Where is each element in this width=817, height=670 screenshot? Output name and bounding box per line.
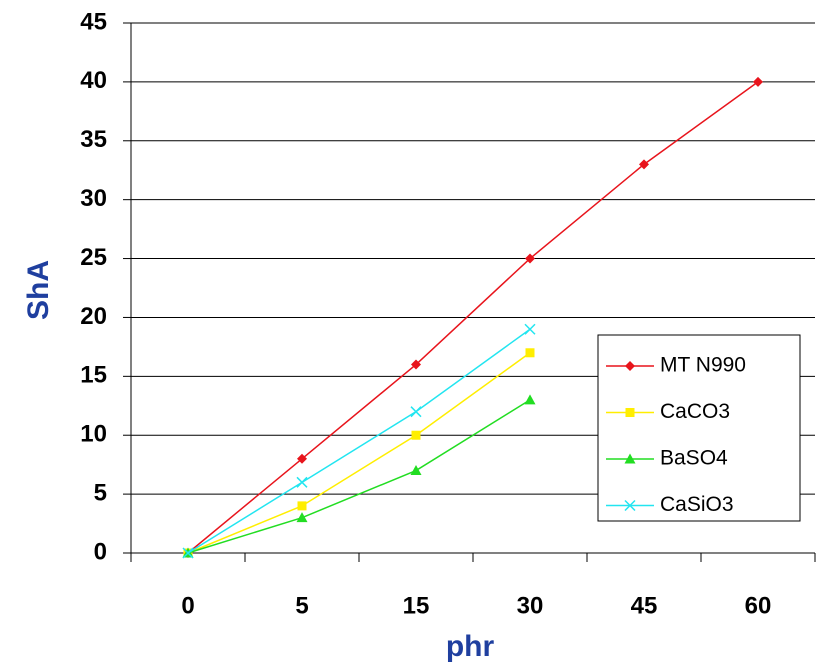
marker xyxy=(182,547,194,559)
marker xyxy=(410,406,422,418)
marker xyxy=(624,499,636,512)
x-tick-label: 60 xyxy=(745,592,772,619)
x-tick-label: 45 xyxy=(631,592,658,619)
series-line xyxy=(187,352,531,554)
marker xyxy=(296,512,308,523)
legend-label: BaSO4 xyxy=(660,447,728,470)
marker xyxy=(410,465,422,476)
y-tick-label: 10 xyxy=(80,421,107,448)
x-tick-label: 0 xyxy=(181,592,194,619)
marker xyxy=(297,501,307,511)
legend-label: MT N990 xyxy=(660,354,746,377)
marker xyxy=(524,394,536,405)
series-line xyxy=(187,81,759,554)
x-tick-label: 15 xyxy=(403,592,430,619)
y-tick-label: 35 xyxy=(80,126,107,153)
y-tick-label: 45 xyxy=(80,8,107,35)
marker xyxy=(625,361,635,371)
x-tick-label: 30 xyxy=(517,592,544,619)
y-tick-label: 0 xyxy=(94,538,107,565)
marker xyxy=(411,430,421,440)
marker xyxy=(753,76,763,87)
legend-label: CaSiO3 xyxy=(660,493,734,516)
legend-label: CaCO3 xyxy=(660,400,730,423)
marker xyxy=(625,408,635,417)
y-tick-label: 25 xyxy=(80,244,107,271)
marker xyxy=(525,348,535,358)
marker xyxy=(297,453,307,464)
legend: MT N990 CaCO3 BaSO4 CaSiO3 xyxy=(597,334,801,522)
y-tick-label: 20 xyxy=(80,303,107,330)
marker xyxy=(639,159,649,170)
marker xyxy=(411,359,421,370)
marker xyxy=(525,253,535,264)
marker xyxy=(296,476,308,488)
y-tick-label: 40 xyxy=(80,67,107,94)
x-tick-label: 5 xyxy=(295,592,308,619)
y-axis-label: ShA xyxy=(22,260,55,320)
x-axis-label: phr xyxy=(446,630,495,663)
series-line xyxy=(187,328,531,554)
series-line xyxy=(187,399,531,554)
marker xyxy=(624,453,636,464)
y-tick-label: 15 xyxy=(80,362,107,389)
y-tick-label: 30 xyxy=(80,185,107,212)
marker xyxy=(524,323,536,335)
y-tick-label: 5 xyxy=(94,479,107,506)
